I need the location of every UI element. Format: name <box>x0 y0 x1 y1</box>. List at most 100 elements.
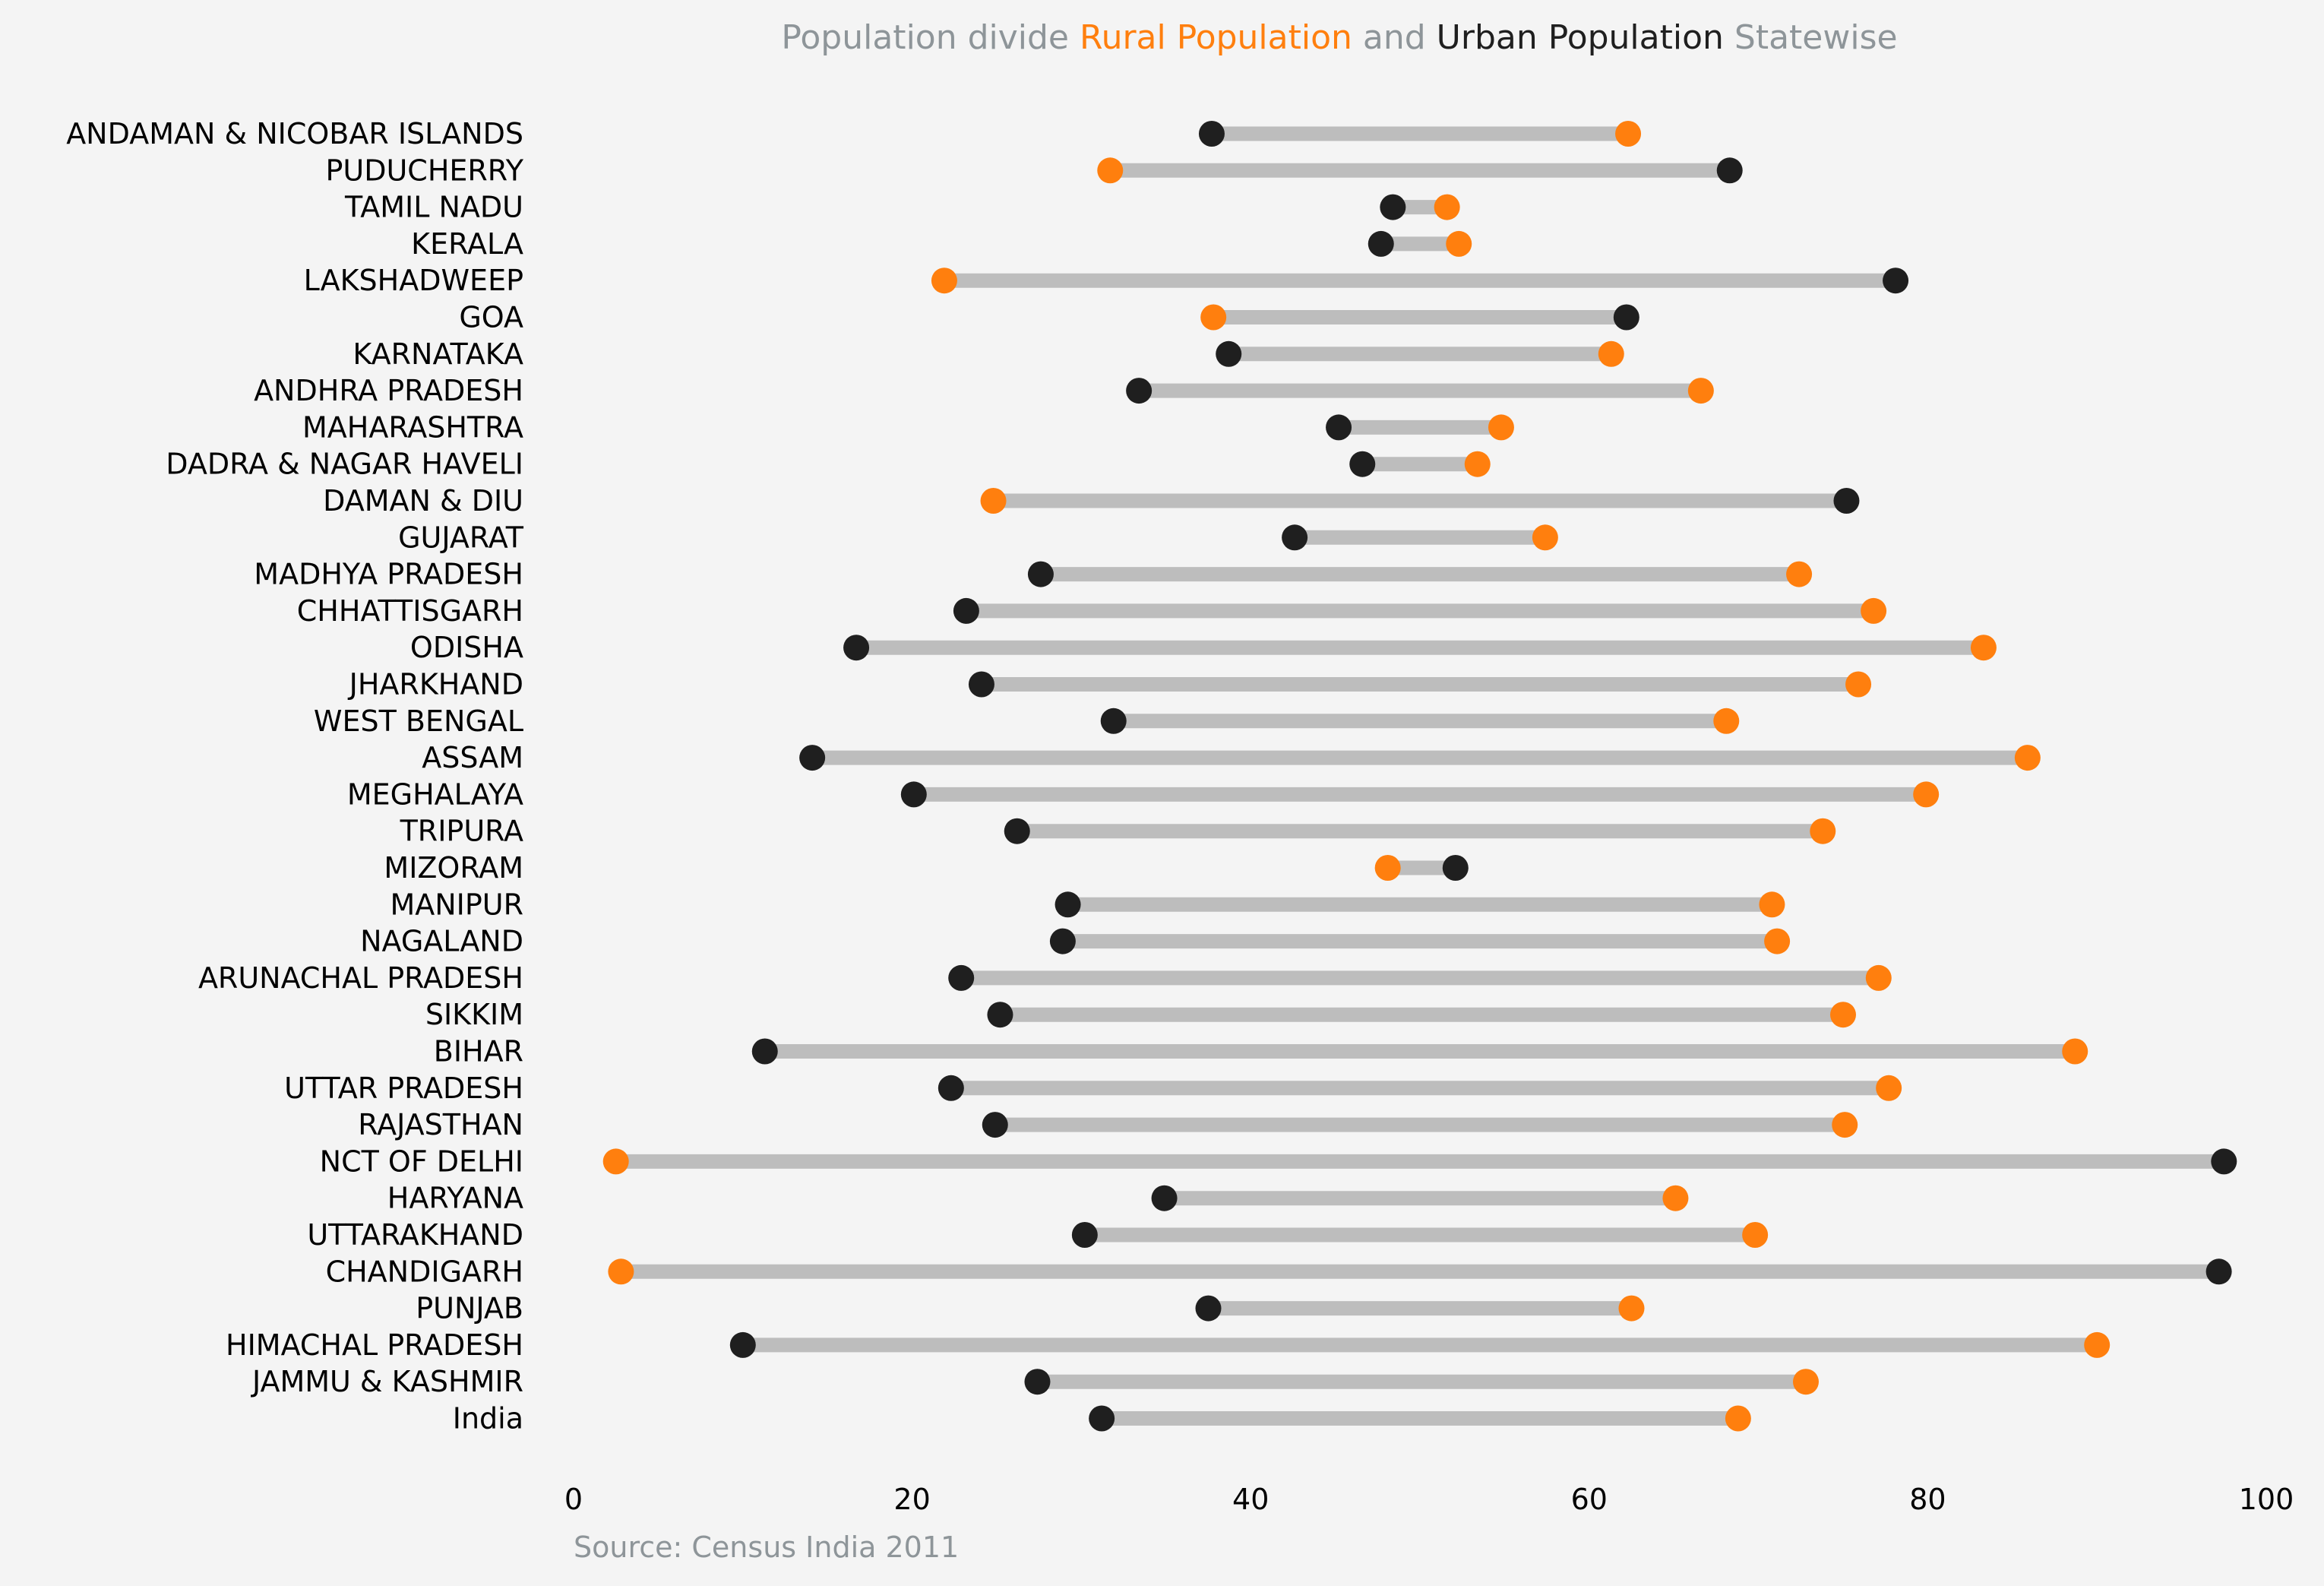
urban-point <box>938 1075 964 1101</box>
urban-point <box>1833 488 1860 514</box>
category-label: TAMIL NADU <box>344 191 523 224</box>
urban-point <box>1380 194 1406 220</box>
x-tick-label: 20 <box>893 1483 930 1516</box>
category-label: NAGALAND <box>360 925 523 958</box>
urban-point <box>1282 524 1308 551</box>
urban-point <box>799 745 826 771</box>
rural-point <box>1725 1405 1751 1432</box>
urban-point <box>1151 1185 1178 1211</box>
rural-point <box>1764 928 1791 954</box>
dumbbell-row <box>1151 1185 1689 1211</box>
rural-point <box>1865 964 1892 991</box>
x-tick-label: 100 <box>2239 1483 2294 1516</box>
category-label: ANDHRA PRADESH <box>254 374 523 407</box>
rural-point <box>1446 230 1472 257</box>
title-part-1: Population divide <box>781 18 1080 57</box>
chart-title: Population divide Rural Population and U… <box>781 18 1897 57</box>
rural-point <box>1598 340 1624 367</box>
urban-point <box>2211 1148 2237 1175</box>
urban-point <box>1216 340 1242 367</box>
rural-point <box>1618 1295 1645 1322</box>
category-label: India <box>453 1402 523 1436</box>
rural-point <box>608 1258 634 1285</box>
urban-point <box>1442 855 1469 881</box>
category-label: SIKKIM <box>425 998 523 1031</box>
category-label: NCT OF DELHI <box>320 1144 523 1178</box>
urban-point <box>729 1331 756 1358</box>
dumbbell-row <box>900 781 1940 808</box>
urban-point <box>1024 1369 1051 1395</box>
dumbbell-row <box>608 1258 2232 1285</box>
category-label: RAJASTHAN <box>358 1108 523 1141</box>
rural-point <box>1464 451 1491 477</box>
y-axis-labels: ANDAMAN & NICOBAR ISLANDS PUDUCHERRY TAMIL… <box>66 117 524 1436</box>
rural-point <box>980 488 1007 514</box>
dumbbell-row <box>602 1148 2237 1175</box>
dumbbell-row <box>799 745 2041 771</box>
dumbbell-row <box>1100 708 1740 734</box>
rural-point <box>1615 121 1642 147</box>
urban-point <box>900 781 927 808</box>
title-part-2: and <box>1352 18 1437 57</box>
category-label: MEGHALAYA <box>347 777 523 811</box>
category-label: GUJARAT <box>398 521 524 554</box>
urban-point <box>968 671 994 698</box>
title-urban-label: Urban Population <box>1437 18 1724 57</box>
dumbbell-row <box>980 488 1860 514</box>
dumbbell-row <box>938 1075 1902 1101</box>
dumbbell-row <box>1216 340 1624 367</box>
dumbbell-row <box>1097 157 1743 184</box>
plot-area <box>602 121 2237 1432</box>
category-label: MANIPUR <box>390 888 523 921</box>
category-label: HARYANA <box>387 1182 523 1215</box>
title-rural-label: Rural Population <box>1080 18 1352 57</box>
x-tick-label: 80 <box>1909 1483 1946 1516</box>
rural-point <box>1434 194 1460 220</box>
rural-point <box>2062 1038 2088 1065</box>
urban-point <box>1054 891 1081 918</box>
urban-point <box>1349 451 1376 477</box>
category-label: MAHARASHTRA <box>302 410 523 444</box>
rural-point <box>2084 1331 2111 1358</box>
dumbbell-row <box>1049 928 1791 954</box>
urban-point <box>1195 1295 1222 1322</box>
urban-point <box>987 1002 1013 1028</box>
dumbbell-row <box>1089 1405 1751 1432</box>
rural-point <box>1687 378 1714 404</box>
category-label: MIZORAM <box>384 851 523 885</box>
dumbbell-row <box>1027 561 1813 587</box>
category-label: PUDUCHERRY <box>325 154 523 187</box>
category-label: JHARKHAND <box>348 668 523 701</box>
urban-point <box>1071 1222 1098 1248</box>
urban-point <box>1613 304 1639 331</box>
dumbbell-row <box>1374 855 1469 881</box>
rural-point <box>1810 818 1836 844</box>
urban-point <box>1027 561 1054 587</box>
category-label: MADHYA PRADESH <box>254 558 523 591</box>
category-label: ODISHA <box>410 631 523 664</box>
rural-point <box>1759 891 1785 918</box>
category-label: BIHAR <box>434 1035 523 1068</box>
category-label: CHANDIGARH <box>326 1255 523 1288</box>
urban-point <box>948 964 975 991</box>
category-label: KERALA <box>411 227 523 261</box>
dumbbell-row <box>1349 451 1491 477</box>
rural-point <box>1488 414 1514 441</box>
x-tick-label: 40 <box>1232 1483 1269 1516</box>
rural-point <box>1913 781 1940 808</box>
source-note: Source: Census India 2011 <box>574 1531 959 1564</box>
urban-point <box>1716 157 1743 184</box>
category-label: DADRA & NAGAR HAVELI <box>166 448 523 481</box>
rural-point <box>1830 1002 1856 1028</box>
rural-point <box>2014 745 2041 771</box>
rural-point <box>1970 635 1997 661</box>
dumbbell-row <box>729 1331 2111 1358</box>
category-label: ARUNACHAL PRADESH <box>198 961 523 995</box>
urban-point <box>1004 818 1030 844</box>
x-tick-label: 60 <box>1571 1483 1608 1516</box>
urban-point <box>953 597 979 624</box>
x-axis-labels: 0 20 40 60 80 100 <box>564 1483 2294 1516</box>
category-label: UTTARAKHAND <box>307 1218 523 1252</box>
dumbbell-row <box>1126 378 1714 404</box>
